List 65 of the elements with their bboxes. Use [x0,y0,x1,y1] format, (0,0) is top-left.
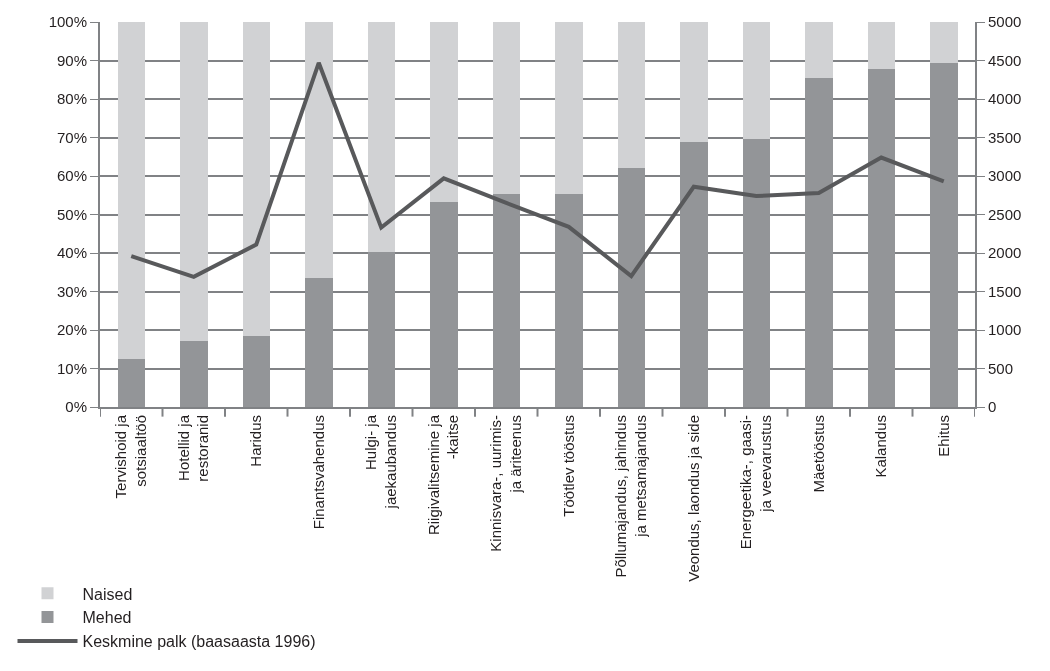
bar [680,22,708,142]
bar [492,193,520,407]
bar [430,202,458,407]
bar [742,138,770,407]
x-tick-label: Hulgi- ja jaekaubandus [362,414,399,510]
bar [180,22,208,342]
bar [555,22,583,194]
bar [617,22,645,168]
line-series [129,60,946,279]
y2-tick-label: 1000 [988,321,1022,339]
bar [930,63,958,407]
x-tick-label: Tervishoid ja sotsiaaltöö [112,414,149,499]
bar [805,22,833,79]
y-tick-label: 90% [56,51,87,69]
bar [305,278,333,407]
bar [867,22,895,69]
y-tick-label: 30% [56,282,87,300]
bar [805,78,833,407]
y2-tick-label: 2500 [988,205,1022,223]
legend-label: Keskmine palk (baasaasta 1996) [82,633,316,651]
bar [930,22,958,64]
x-tick-label: Veondus, laondus ja side [684,415,702,582]
bar [242,22,270,336]
bar [180,341,208,407]
y2-tick-label: 3500 [988,128,1022,146]
y-tick-label: 50% [56,205,87,223]
y-tick-label: 10% [56,359,87,377]
x-tick-label: Kalandus [872,415,890,478]
bar [555,193,583,407]
bar [430,22,458,203]
y2-tick-label: 5000 [988,13,1022,31]
bar [617,167,645,407]
x-tick-label: Haridus [247,415,265,467]
bar [680,141,708,407]
bar [492,22,520,194]
bar [117,358,145,407]
legend-label: Mehed [82,609,132,627]
y2-tick-label: 500 [988,359,1014,377]
y2-tick-label: 0 [988,398,997,416]
x-tick-label: Ehitus [934,415,952,457]
bar [117,22,145,359]
y-tick-label: 40% [56,244,87,262]
y2-tick-label: 3000 [988,167,1022,185]
x-tick-label: Finantsvahendus [309,415,327,530]
legend-label: Naised [82,585,133,603]
x-tick-label: Töötlev tööstus [559,415,577,517]
y2-tick-label: 2000 [988,244,1022,262]
bar [742,22,770,139]
y-tick-label: 70% [56,128,87,146]
x-tick-label: Energeetika-, gaasi- ja veevarustus [737,415,774,550]
y2-tick-label: 4500 [988,51,1022,69]
bar [305,22,333,279]
y2-tick-label: 4000 [988,90,1022,108]
bar [867,68,895,407]
x-tick-label: Kinnisvara-, uurimis- ja äriteenus [487,415,524,552]
y-tick-label: 0% [65,398,87,416]
y-tick-label: 80% [56,90,87,108]
x-tick-label: Mäetööstus [809,415,827,493]
y-tick-label: 100% [48,13,87,31]
bar [367,22,395,252]
y2-tick-label: 1500 [988,282,1022,300]
y-tick-label: 60% [56,167,87,185]
bar [367,251,395,407]
bar [242,335,270,407]
y-tick-label: 20% [56,321,87,339]
